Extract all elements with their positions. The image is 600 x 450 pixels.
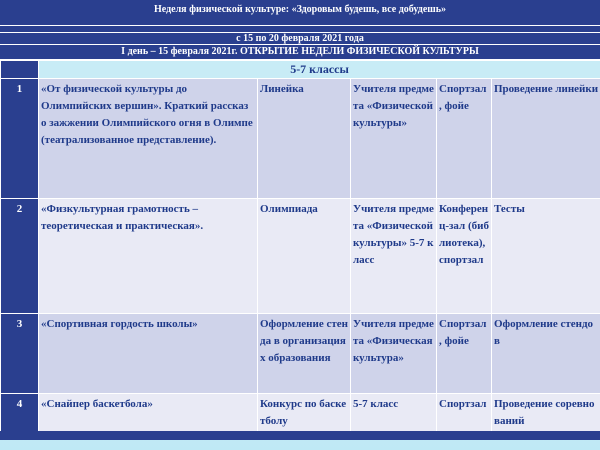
cell: Учителя предмета «Физической культуры» (350, 78, 437, 199)
cell: Олимпиада (257, 198, 351, 314)
cell: Проведение соревнований (490, 393, 600, 433)
cell: Тесты (490, 198, 600, 314)
cell: «Спортивная гордость школы» (38, 313, 258, 394)
title: Неделя физической культуре: «Здоровым бу… (0, 0, 600, 26)
cell: Конференц-зал (библиотека), спортзал (436, 198, 492, 314)
cell: Учителя предмета «Физическая культура» (350, 313, 437, 394)
cell: 5-7 класс (350, 393, 437, 433)
cell: Проведение линейки (490, 78, 600, 199)
cell: «От физической культуры до Олимпийских в… (38, 78, 258, 199)
cell: «Снайпер баскетбола» (38, 393, 258, 433)
row: 3 «Спортивная гордость школы» Оформление с… (0, 313, 600, 394)
dates: с 15 по 20 февраля 2021 года (0, 33, 600, 45)
schedule-table: 5-7 классы 1 «От физической культуры до О… (0, 60, 600, 433)
row: 2 «Физкультурная грамотность – теоретичес… (0, 198, 600, 314)
cell: Оформление стендов (490, 313, 600, 394)
cell (0, 60, 39, 79)
row: 4 «Снайпер баскетбола» Конкурс по баскетбо… (0, 393, 600, 433)
section-label: 5-7 классы (37, 60, 600, 79)
cell: 1 (0, 78, 39, 199)
footer-band (0, 431, 600, 440)
cell: 3 (0, 313, 39, 394)
cell: Спортзал , фойе (436, 313, 492, 394)
cell: «Физкультурная грамотность – теоретическ… (38, 198, 258, 314)
cell: Спортзал , фойе (436, 78, 492, 199)
cell: 2 (0, 198, 39, 314)
cell: Линейка (257, 78, 351, 199)
row: 1 «От физической культуры до Олимпийских … (0, 78, 600, 199)
cell: Учителя предмета «Физической культуры» 5… (350, 198, 437, 314)
spacer-band (0, 26, 600, 33)
cell: Спортзал (436, 393, 492, 433)
cell: 4 (0, 393, 39, 433)
cell: Конкурс по баскетболу (257, 393, 351, 433)
cell: Оформление стенда в организациях образов… (257, 313, 351, 394)
day-heading: I день – 15 февраля 2021г. ОТКРЫТИЕ НЕДЕ… (0, 45, 600, 60)
